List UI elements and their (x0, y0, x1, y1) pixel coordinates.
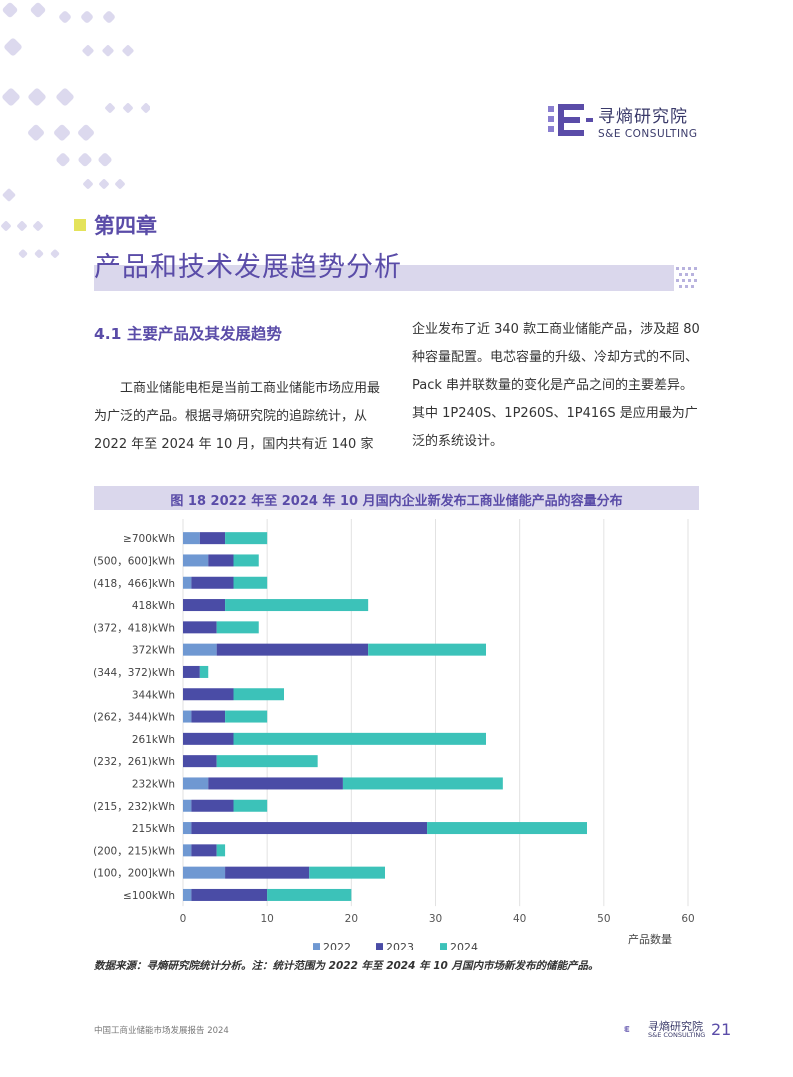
bar-segment-2022 (183, 799, 192, 812)
category-label: (500，600]kWh (93, 555, 175, 567)
legend-swatch-2022 (313, 943, 320, 950)
bar-segment-2024 (199, 665, 209, 678)
bar-segment-2023 (191, 844, 217, 857)
bar-segment-2023 (199, 532, 226, 545)
bar-segment-2024 (233, 688, 284, 701)
category-label: (200，215)kWh (93, 845, 175, 857)
category-label: 232kWh (132, 778, 175, 790)
title-highlight-bar (94, 265, 674, 291)
bar-segment-2022 (183, 576, 192, 589)
footer-brand-en: S&E CONSULTING (648, 1031, 706, 1039)
source-note: 数据来源：寻熵研究院统计分析。注：统计范围为 2022 年至 2024 年 10… (94, 960, 599, 972)
bar-segment-2023 (183, 665, 200, 678)
brand-name-en: S&E CONSULTING (598, 128, 698, 140)
category-label: 344kWh (132, 689, 175, 701)
category-label: (262，344)kWh (93, 712, 175, 724)
category-label: ≥700kWh (123, 533, 175, 545)
bar-segment-2023 (216, 643, 369, 656)
category-label: 215kWh (132, 823, 175, 835)
x-tick-label: 20 (345, 913, 358, 925)
category-label: (215，232)kWh (93, 801, 175, 813)
category-label: (418，466]kWh (93, 578, 175, 590)
chapter-marker (74, 219, 86, 231)
bar-segment-2024 (233, 732, 486, 745)
bar-segment-2022 (183, 532, 200, 545)
legend-label: 2022 (323, 941, 351, 950)
chapter-title: 产品和技术发展趋势分析 (94, 252, 402, 283)
bar-segment-2022 (183, 866, 226, 879)
bar-segment-2023 (191, 799, 234, 812)
x-axis-label: 产品数量 (628, 932, 672, 946)
figure-title-bar (94, 486, 699, 510)
x-tick-label: 50 (597, 913, 610, 925)
bar-segment-2023 (183, 688, 234, 701)
bar-segment-2023 (183, 755, 217, 768)
page-number: 21 (711, 1020, 732, 1039)
x-tick-label: 30 (429, 913, 442, 925)
bar-segment-2024 (216, 621, 259, 634)
bar-segment-2022 (183, 777, 209, 790)
footer-brand-cn: 寻熵研究院 (648, 1020, 703, 1033)
section-title: 4.1 主要产品及其发展趋势 (94, 325, 282, 343)
category-label: ≤100kWh (123, 890, 175, 902)
bar-segment-2024 (267, 888, 352, 901)
brand-logo-icon (548, 104, 593, 136)
bar-segment-2023 (183, 732, 234, 745)
bar-segment-2024 (233, 799, 268, 812)
category-label: (232，261)kWh (93, 756, 175, 768)
bar-segment-2024 (309, 866, 385, 879)
bar-segment-2022 (183, 710, 192, 723)
bar-segment-2024 (225, 599, 369, 612)
legend-swatch-2024 (440, 943, 447, 950)
bar-segment-2024 (233, 576, 268, 589)
bar-segment-2024 (342, 777, 503, 790)
x-tick-label: 60 (681, 913, 694, 925)
decorative-dot-pattern (1, 2, 150, 258)
bar-segment-2024 (427, 822, 587, 835)
bar-segment-2022 (183, 888, 192, 901)
bar-segment-2023 (225, 866, 310, 879)
bar-segment-2023 (191, 710, 226, 723)
legend-swatch-2023 (376, 943, 383, 950)
footer-logo-icon (624, 1026, 630, 1032)
bar-segment-2024 (233, 554, 259, 567)
category-label: 418kWh (132, 600, 175, 612)
title-pattern-icon (676, 267, 697, 288)
bar-segment-2024 (216, 755, 318, 768)
bar-segment-2023 (191, 576, 234, 589)
bar-segment-2022 (183, 643, 217, 656)
bar-segment-2024 (216, 844, 226, 857)
bar-segment-2024 (225, 532, 268, 545)
bar-segment-2023 (183, 599, 226, 612)
x-tick-label: 0 (180, 913, 187, 925)
figure-title: 图 18 2022 年至 2024 年 10 月国内企业新发布工商业储能产品的容… (170, 494, 623, 509)
body-paragraph-right: 企业发布了近 340 款工商业储能产品，涉及超 80 种容量配置。电芯容量的升级… (412, 322, 700, 449)
bar-segment-2024 (368, 643, 486, 656)
legend-label: 2023 (386, 941, 414, 950)
bar-segment-2023 (208, 777, 343, 790)
category-label: (100，200]kWh (93, 868, 175, 880)
bar-segment-2023 (191, 888, 268, 901)
bar-segment-2023 (191, 822, 428, 835)
body-paragraph-left: 工商业储能电柜是当前工商业储能市场应用最为广泛的产品。根据寻熵研究院的追踪统计，… (94, 381, 381, 452)
category-label: 261kWh (132, 734, 175, 746)
bar-segment-2022 (183, 554, 209, 567)
brand-name-cn: 寻熵研究院 (598, 107, 688, 127)
capacity-distribution-chart: 0 10 20 30 40 50 60 ≥700kWh (500，600]kWh (418，466… (93, 519, 695, 950)
category-label: 372kWh (132, 645, 175, 657)
bar-segment-2023 (183, 621, 217, 634)
category-label: (372，418)kWh (93, 622, 175, 634)
bar-segment-2023 (208, 554, 234, 567)
category-label: (344，372)kWh (93, 667, 175, 679)
footer-report-title: 中国工商业储能市场发展报告 2024 (94, 1026, 229, 1036)
bar-segment-2022 (183, 844, 192, 857)
bar-segment-2022 (183, 822, 192, 835)
chapter-label: 第四章 (94, 214, 157, 238)
bar-segment-2024 (225, 710, 268, 723)
x-tick-label: 40 (513, 913, 526, 925)
legend-label: 2024 (450, 941, 478, 950)
x-tick-label: 10 (260, 913, 273, 925)
